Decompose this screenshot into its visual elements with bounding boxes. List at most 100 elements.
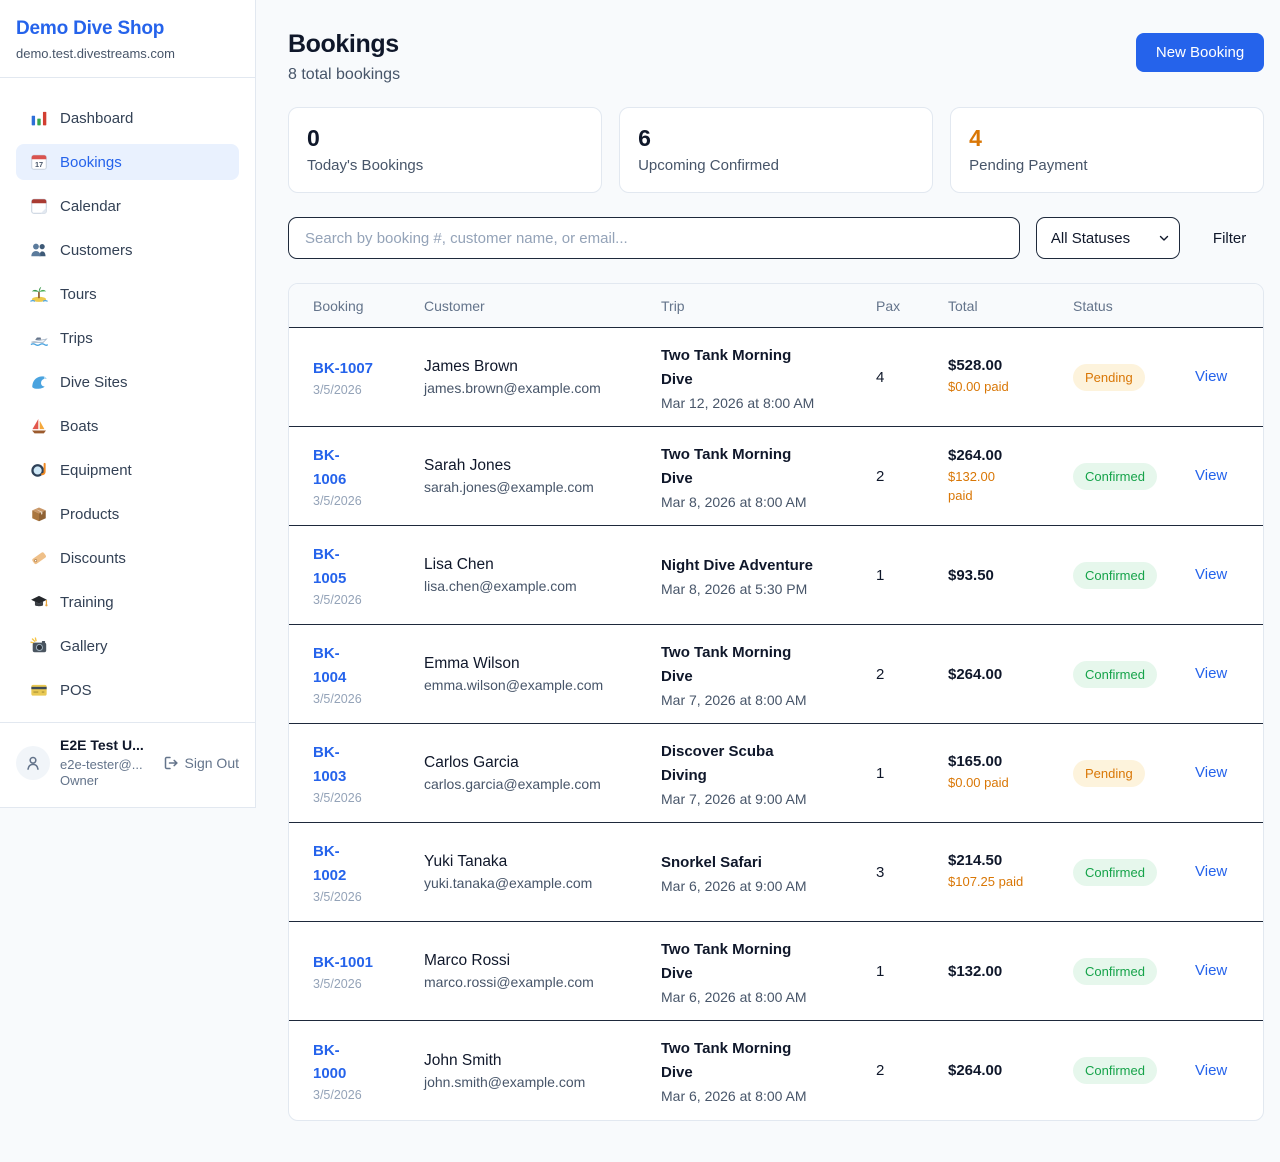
main-content: Bookings 8 total bookings New Booking 0 …: [256, 0, 1280, 1153]
customer-email: carlos.garcia@example.com: [424, 776, 601, 792]
booking-id-link[interactable]: BK-1001: [313, 953, 374, 971]
total-amount: $528.00: [948, 357, 1003, 375]
sidebar-item-discounts[interactable]: Discounts: [16, 540, 239, 576]
booking-date: 3/5/2026: [313, 977, 362, 992]
column-header-status: Status: [1073, 297, 1113, 314]
customer-name: James Brown: [424, 358, 518, 375]
booking-id-link[interactable]: BK-1007: [313, 359, 374, 377]
user-email: e2e-tester@...: [60, 756, 143, 772]
view-link[interactable]: View: [1195, 566, 1228, 583]
total-amount: $264.00: [948, 665, 1003, 683]
pax-count: 1: [876, 566, 885, 584]
table-row: BK-1001 3/5/2026 Marco Rossi marco.rossi…: [289, 922, 1264, 1021]
view-link[interactable]: View: [1195, 467, 1228, 484]
sidebar-item-label: Dive Sites: [60, 373, 128, 391]
view-link[interactable]: View: [1195, 1061, 1228, 1079]
stat-label: Today's Bookings: [307, 157, 424, 174]
package-icon: [30, 505, 48, 523]
booking-id-link[interactable]: BK- 1005: [313, 546, 347, 587]
booking-date: 3/5/2026: [313, 691, 362, 706]
sidebar-item-label: Products: [60, 505, 120, 523]
customer-name: Carlos Garcia: [424, 754, 519, 771]
bar-chart-icon: [30, 109, 48, 127]
trip-name: Two Tank Morning Dive: [661, 1040, 792, 1081]
column-header-pax: Pax: [876, 297, 901, 314]
sidebar-item-calendar[interactable]: Calendar: [16, 188, 239, 224]
stat-label: Upcoming Confirmed: [638, 157, 779, 174]
bookings-table: Booking Customer Trip Pax Total Status B…: [288, 283, 1265, 1121]
sidebar-item-label: POS: [60, 681, 92, 699]
customer-email: sarah.jones@example.com: [424, 479, 594, 495]
booking-id-link[interactable]: BK- 1004: [313, 645, 347, 686]
stat-value: 6: [638, 125, 651, 151]
customer-name: Marco Rossi: [424, 952, 511, 969]
pax-count: 1: [876, 962, 885, 980]
calendar-icon: 17: [30, 153, 48, 171]
page-header: Bookings 8 total bookings New Booking: [288, 30, 1265, 84]
trip-name: Snorkel Safari: [661, 853, 762, 871]
user-name: E2E Test U...: [60, 737, 144, 753]
sidebar-item-training[interactable]: Training: [16, 584, 239, 620]
trip-name: Discover Scuba Diving: [661, 742, 774, 784]
diving-mask-icon: [30, 461, 48, 479]
user-info: E2E Test U... e2e-tester@... Owner: [60, 737, 144, 789]
view-link[interactable]: View: [1195, 665, 1228, 682]
sidebar-item-boats[interactable]: Boats: [16, 408, 239, 444]
status-filter-select[interactable]: All Statuses: [1035, 217, 1180, 259]
column-header-total: Total: [948, 297, 978, 314]
trip-datetime: Mar 6, 2026 at 8:00 AM: [661, 988, 807, 1005]
booking-date: 3/5/2026: [313, 493, 362, 508]
new-booking-button[interactable]: New Booking: [1135, 33, 1265, 72]
status-badge: Confirmed: [1073, 957, 1157, 985]
view-link[interactable]: View: [1195, 764, 1228, 781]
customer-email: john.smith@example.com: [424, 1073, 586, 1090]
status-badge: Confirmed: [1073, 660, 1157, 688]
trip-datetime: Mar 6, 2026 at 9:00 AM: [661, 877, 807, 894]
sidebar-item-trips[interactable]: Trips: [16, 320, 239, 356]
status-badge: Pending: [1073, 759, 1145, 787]
table-row: BK- 1006 3/5/2026 Sarah Jones sarah.jone…: [289, 427, 1264, 526]
table-row: BK- 1000 3/5/2026 John Smith john.smith@…: [289, 1021, 1263, 1120]
booking-id-link[interactable]: BK- 1006: [313, 447, 347, 488]
booking-id-link[interactable]: BK- 1003: [313, 744, 347, 785]
search-input[interactable]: [288, 217, 1020, 259]
pax-count: 2: [876, 665, 885, 683]
sidebar-item-label: Gallery: [60, 637, 108, 655]
svg-text:17: 17: [35, 160, 43, 169]
view-link[interactable]: View: [1195, 962, 1228, 979]
shop-name: Demo Dive Shop: [16, 18, 165, 39]
sidebar-item-label: Calendar: [60, 197, 121, 215]
stat-card-pending-payment: 4 Pending Payment: [950, 107, 1265, 193]
sidebar-item-equipment[interactable]: Equipment: [16, 452, 239, 488]
trip-datetime: Mar 7, 2026 at 8:00 AM: [661, 691, 807, 708]
sign-out-button[interactable]: Sign Out: [163, 755, 239, 771]
paid-amount: $0.00 paid: [948, 775, 1009, 791]
customer-email: james.brown@example.com: [424, 380, 601, 396]
sidebar-item-tours[interactable]: Tours: [16, 276, 239, 312]
sidebar-item-products[interactable]: Products: [16, 496, 239, 532]
table-body: BK-1007 3/5/2026 James Brown james.brown…: [289, 328, 1264, 1120]
table-row: BK- 1004 3/5/2026 Emma Wilson emma.wilso…: [289, 625, 1264, 724]
camera-flash-icon: [30, 637, 48, 655]
sidebar-item-dashboard[interactable]: Dashboard: [16, 100, 239, 136]
shop-header: Demo Dive Shop demo.test.divestreams.com: [0, 0, 255, 78]
sidebar-item-dive-sites[interactable]: Dive Sites: [16, 364, 239, 400]
view-link[interactable]: View: [1195, 863, 1228, 880]
booking-id-link[interactable]: BK- 1000: [313, 1041, 347, 1082]
total-amount: $264.00: [948, 1062, 1003, 1079]
view-link[interactable]: View: [1195, 368, 1228, 385]
filter-row: All Statuses Filter: [288, 217, 1264, 259]
sidebar-item-pos[interactable]: POS: [16, 672, 239, 708]
sidebar-item-bookings[interactable]: 17 Bookings: [16, 144, 239, 180]
column-header-booking: Booking: [313, 297, 364, 314]
booking-id-link[interactable]: BK- 1002: [313, 843, 347, 884]
trip-name: Two Tank Morning Dive: [661, 445, 792, 487]
pax-count: 1: [876, 764, 885, 782]
avatar: [16, 746, 50, 780]
credit-card-icon: [30, 681, 48, 699]
sidebar-item-gallery[interactable]: Gallery: [16, 628, 239, 664]
pax-count: 2: [876, 467, 885, 485]
filter-button[interactable]: Filter: [1212, 229, 1247, 247]
stat-card-todays-bookings: 0 Today's Bookings: [288, 107, 603, 193]
sidebar-item-customers[interactable]: Customers: [16, 232, 239, 268]
